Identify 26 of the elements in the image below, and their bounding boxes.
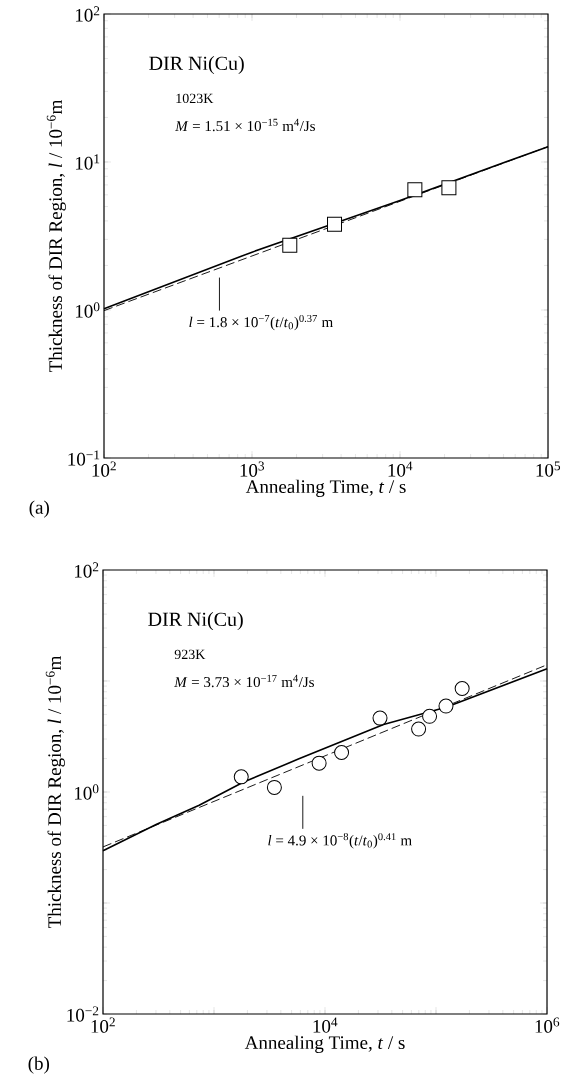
y-axis-title: Thickness of DIR Region, l / 10$^{−6}$m <box>46 99 66 372</box>
y-axis-title: Thickness of DIR Region, l / 10$^{−6}$m <box>45 655 65 929</box>
text: (b) <box>28 1056 50 1074</box>
x-tick-label: 10$^{2}$ <box>91 1017 115 1033</box>
annotation: M = 1.51 × 10$^{−15}$ m$^{4}$/Js <box>175 118 315 132</box>
annotation: 1023K <box>176 93 214 104</box>
annotation: 923K <box>174 649 206 660</box>
annotation: DIR Ni(Cu) <box>149 55 244 75</box>
x-axis-title: Annealing Time, t / s <box>245 479 406 497</box>
annotation: DIR Ni(Cu) <box>148 611 243 631</box>
text: (a) <box>29 500 49 518</box>
x-tick-label: 10$^{5}$ <box>536 461 561 477</box>
y-tick-label: 10$^{0}$ <box>74 784 99 800</box>
x-tick-label: 10$^{4}$ <box>388 461 413 477</box>
x-tick-label: 10$^{6}$ <box>535 1017 560 1033</box>
text: l = 4.9 × 10$^{−8}$(t/t$_{0}$)$^{0.41}$ m <box>268 833 412 849</box>
text: l = 1.8 × 10$^{−7}$(t/t$_{0}$)$^{0.37}$ m <box>189 314 333 331</box>
y-tick-label: 10$^{2}$ <box>75 6 100 22</box>
x-tick-label: 10$^{4}$ <box>313 1017 338 1033</box>
x-axis-title: Annealing Time, t / s <box>244 1035 405 1053</box>
x-tick-label: 10$^{3}$ <box>240 461 265 477</box>
y-tick-label: 10$^{2}$ <box>74 562 99 578</box>
x-tick-label: 10$^{2}$ <box>92 461 116 477</box>
annotation: M = 3.73 × 10$^{−17}$ m$^{4}$/Js <box>174 674 314 688</box>
y-tick-label: 10$^{0}$ <box>75 302 100 318</box>
y-tick-label: 10$^{1}$ <box>75 154 100 170</box>
